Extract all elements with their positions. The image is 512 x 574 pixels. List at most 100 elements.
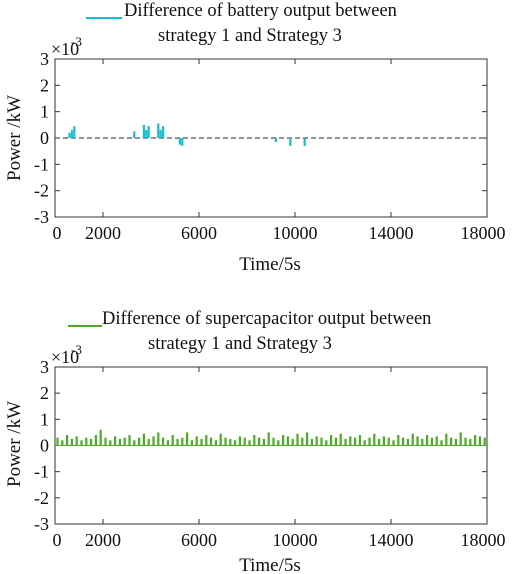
data-bar (205, 435, 208, 446)
data-bar (464, 437, 467, 446)
data-bar (421, 438, 424, 446)
x-tick-label: 6000 (181, 223, 217, 243)
y-tick-label: -3 (34, 207, 49, 227)
data-bar (147, 438, 150, 446)
exponent-base-bottom: ×10 (51, 347, 79, 367)
data-bar (190, 440, 193, 446)
x-tick-label: 10000 (273, 530, 318, 550)
data-bar (478, 436, 481, 446)
data-bar (166, 440, 169, 446)
x-tick-label: 10000 (273, 223, 318, 243)
data-bar (358, 435, 361, 446)
data-bar (128, 435, 131, 446)
data-bar (114, 436, 117, 446)
data-bar (330, 435, 333, 446)
data-bar (253, 435, 256, 446)
data-bar (378, 438, 381, 446)
data-bar (80, 440, 83, 446)
data-bar (162, 126, 165, 138)
data-bar (387, 437, 390, 446)
data-bar (214, 440, 217, 446)
legend-line-1-supercapacitor: Difference of supercapacitor output betw… (102, 309, 431, 329)
data-bar (291, 438, 294, 446)
x-tick-label: 18000 (461, 530, 506, 550)
data-bar (430, 437, 433, 446)
data-bar (142, 433, 145, 446)
data-bar (133, 440, 136, 446)
x-axis-label-bottom: Time/5s (239, 555, 301, 574)
data-bar (94, 435, 97, 446)
data-bar (85, 437, 88, 446)
data-bar (66, 435, 69, 446)
data-bar (382, 436, 385, 446)
data-bar (334, 437, 337, 446)
data-bar (70, 130, 73, 138)
legend-line-1-battery: Difference of battery output between (124, 1, 397, 21)
data-bar (68, 132, 71, 138)
chart-bottom: Difference of supercapacitor output betw… (4, 309, 506, 574)
y-tick-label: 3 (40, 357, 49, 377)
data-bar (219, 433, 222, 446)
data-bar (445, 433, 448, 446)
data-bar (200, 438, 203, 446)
data-bar (277, 440, 280, 446)
data-bar (195, 436, 198, 446)
data-bar (229, 438, 232, 446)
data-bar (296, 433, 299, 446)
data-bar (99, 429, 102, 446)
x-tick-label: 6000 (181, 530, 217, 550)
data-bar (267, 432, 270, 446)
chart-top: Difference of battery output between str… (4, 1, 506, 275)
data-bar (397, 435, 400, 446)
data-bar (123, 437, 126, 446)
data-bar (248, 440, 251, 446)
data-bar (354, 437, 357, 446)
data-bar (159, 130, 162, 138)
data-bar (118, 438, 121, 446)
data-bar (320, 437, 323, 446)
data-bar (416, 436, 419, 446)
data-bar (272, 437, 275, 446)
data-bar (344, 438, 347, 446)
data-bar (282, 435, 285, 446)
y-tick-label: 0 (40, 128, 49, 148)
data-bar (406, 438, 409, 446)
data-bar (56, 437, 59, 446)
data-bar (315, 436, 318, 446)
data-bar (178, 138, 181, 145)
data-bar (310, 438, 313, 446)
data-bar (147, 126, 150, 138)
data-bar (459, 432, 462, 446)
data-bar (301, 437, 304, 446)
exponent-label-top: ×10 -3 (51, 34, 82, 59)
data-bar (483, 437, 486, 446)
data-bar (238, 436, 241, 446)
data-bar (243, 437, 246, 446)
data-bar (210, 437, 213, 446)
data-bar (402, 437, 405, 446)
data-bar (90, 438, 93, 446)
data-bar (373, 433, 376, 446)
data-bar (171, 435, 174, 446)
data-bar (450, 437, 453, 446)
data-bar (162, 437, 165, 446)
legend-line-2-supercapacitor: strategy 1 and Strategy 3 (148, 334, 332, 354)
exponent-base-top: ×10 (51, 39, 79, 59)
data-bar (181, 138, 184, 146)
data-bar (142, 124, 145, 138)
legend-line-2-battery: strategy 1 and Strategy 3 (158, 26, 342, 46)
y-tick-label: 1 (40, 102, 49, 122)
data-bar (224, 437, 227, 446)
y-tick-label: -2 (34, 181, 49, 201)
x-tick-label: 2000 (85, 223, 121, 243)
data-bar (440, 440, 443, 446)
data-bar (61, 440, 64, 446)
x-tick-label: 18000 (461, 223, 506, 243)
y-tick-label: -3 (34, 514, 49, 534)
x-tick-label: 0 (53, 530, 62, 550)
exponent-power-top: -3 (71, 34, 82, 49)
data-bar (339, 433, 342, 446)
data-bar (258, 437, 261, 446)
